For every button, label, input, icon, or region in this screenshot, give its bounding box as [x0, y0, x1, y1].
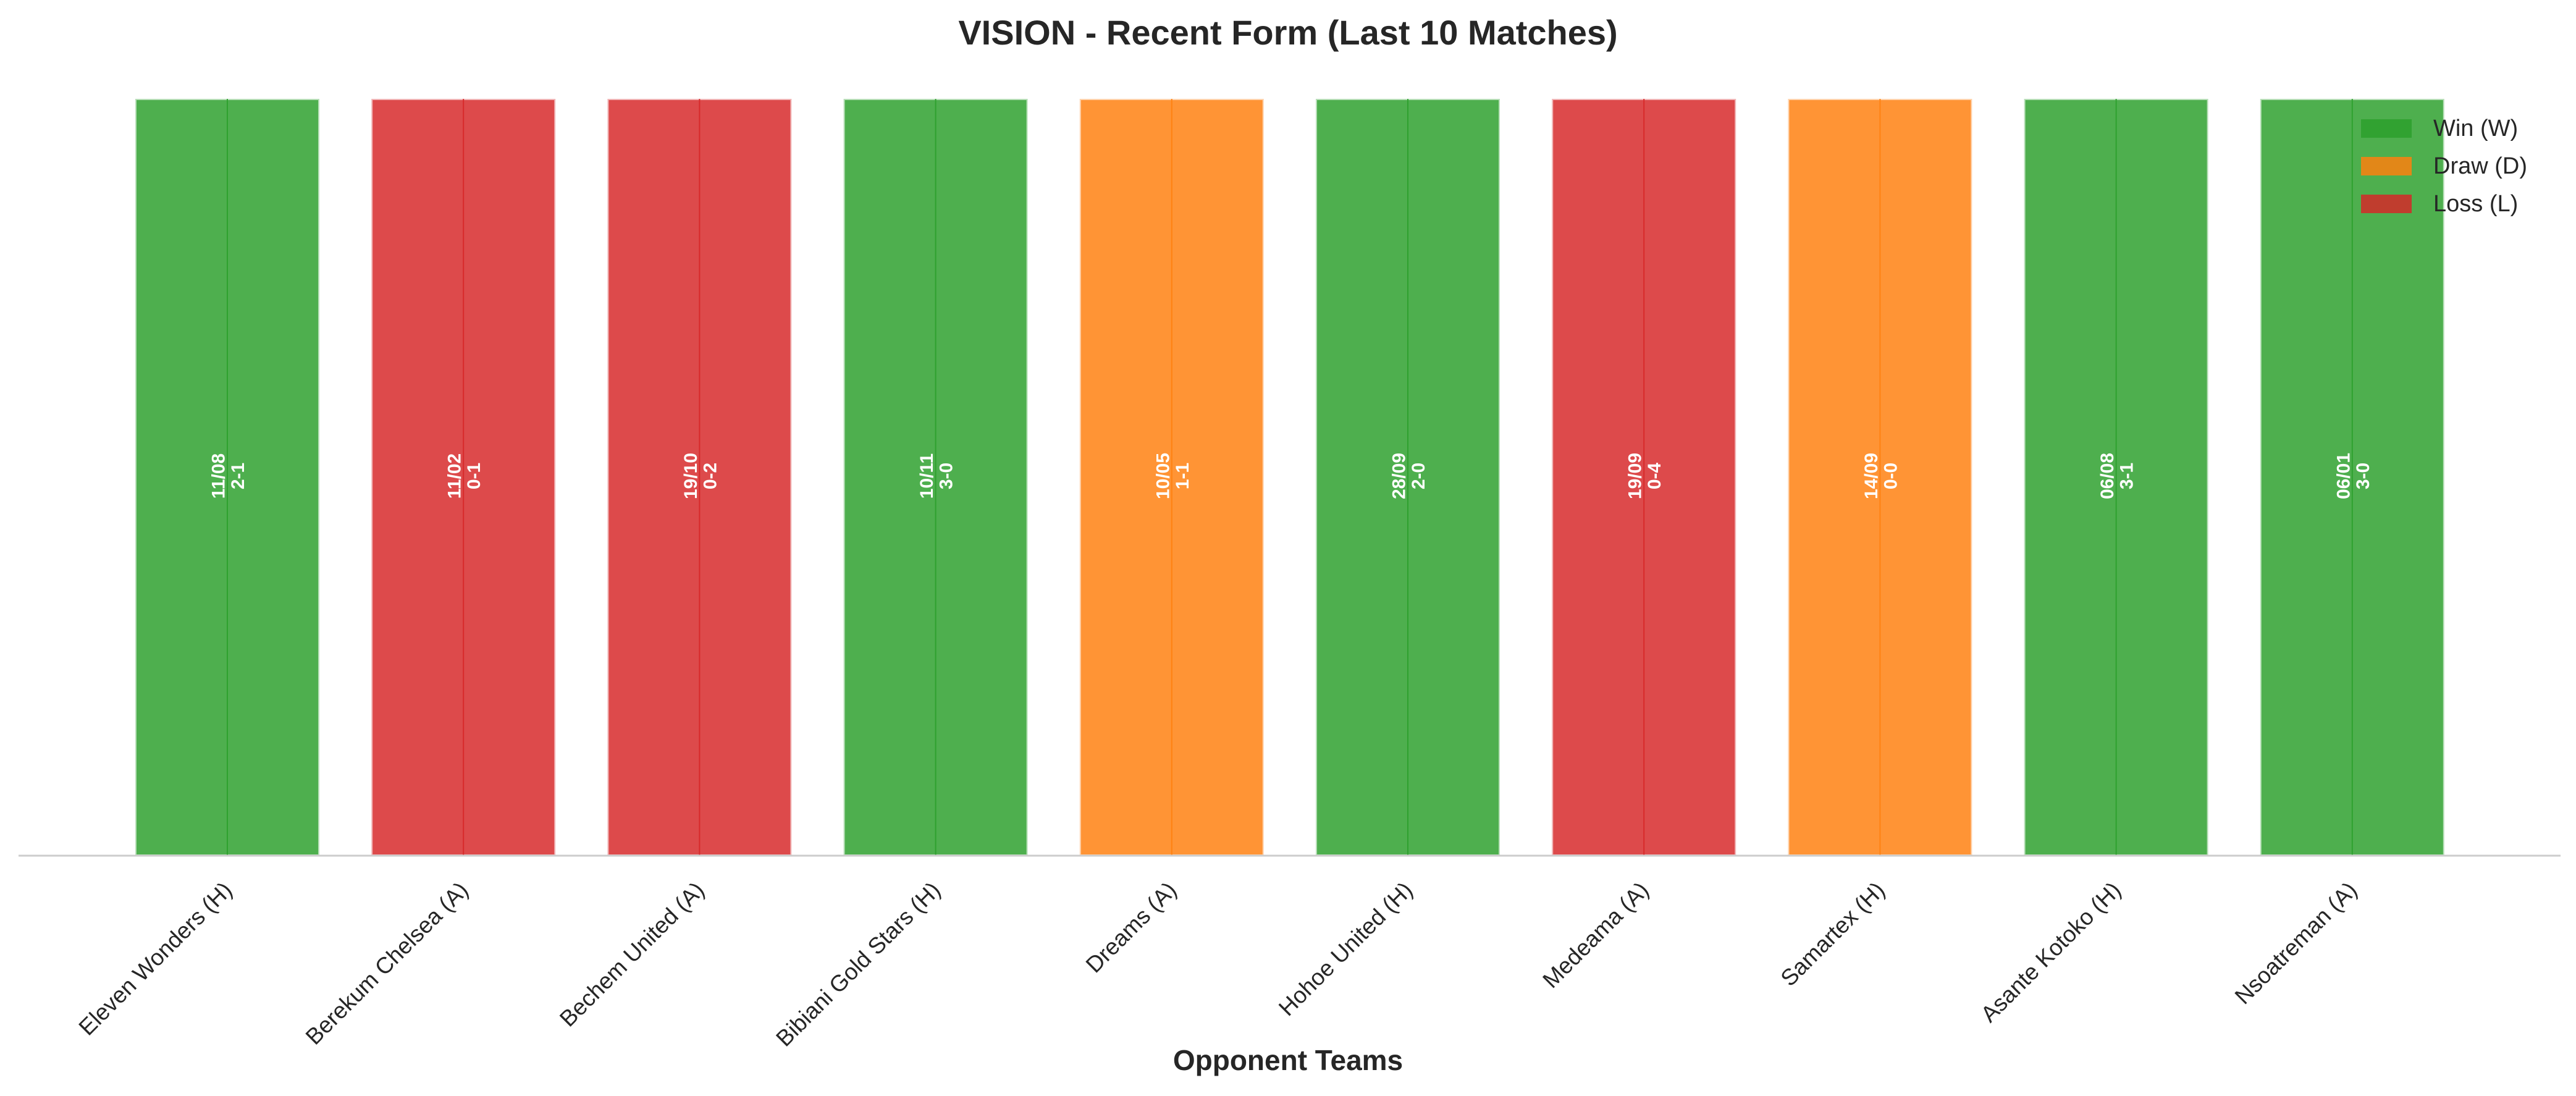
bar-data-label: 19/090-4 — [1625, 453, 1665, 499]
bar-date-label: 11/02 — [445, 453, 465, 499]
x-tick-label: Dreams (A) — [1081, 877, 1182, 978]
x-axis-label: Opponent Teams — [1173, 1044, 1403, 1076]
bar-data-label: 11/082-1 — [209, 453, 249, 499]
legend-swatch — [2361, 157, 2412, 175]
bar-data-label: 14/090-0 — [1861, 453, 1901, 499]
bar-date-label: 06/08 — [2097, 453, 2118, 499]
x-tick-label: Bechem United (A) — [555, 877, 709, 1032]
bar-score-label: 0-2 — [700, 463, 720, 489]
x-tick-label: Berekum Chelsea (A) — [301, 877, 473, 1050]
legend-label: Loss (L) — [2433, 191, 2518, 217]
bar-data-label: 10/113-0 — [917, 453, 957, 499]
bar-date-label: 19/09 — [1625, 453, 1646, 499]
bar-date-label: 19/10 — [681, 453, 701, 499]
legend: Win (W) Draw (D) Loss (L) — [2361, 116, 2527, 217]
bar-data-label: 11/020-1 — [445, 453, 485, 499]
bar-data-label: 06/083-1 — [2097, 453, 2137, 499]
bar-date-label: 11/08 — [209, 453, 229, 499]
bar-date-label: 10/05 — [1153, 453, 1173, 499]
bar-date-label: 10/11 — [917, 453, 937, 499]
bar-score-label: 0-4 — [1644, 463, 1665, 490]
bar-date-label: 14/09 — [1861, 453, 1882, 499]
legend-label: Draw (D) — [2433, 153, 2527, 179]
bars-layer: 11/082-1 11/020-1 19/100-2 10/113-0 10/051-1… — [134, 98, 2446, 857]
x-tick-labels: Eleven Wonders (H) Berekum Chelsea (A) Bec… — [74, 877, 2362, 1052]
bar-score-label: 0-0 — [1880, 463, 1901, 489]
x-tick-label: Eleven Wonders (H) — [74, 877, 237, 1040]
x-tick-label: Nsoatreman (A) — [2230, 877, 2362, 1010]
x-tick-label: Samartex (H) — [1776, 877, 1890, 992]
x-tick-label: Hohoe United (H) — [1274, 877, 1418, 1021]
bar-date-label: 28/09 — [1389, 453, 1410, 499]
legend-swatch — [2361, 119, 2412, 138]
bar-data-label: 19/100-2 — [681, 453, 721, 499]
bar-date-label: 06/01 — [2333, 453, 2354, 499]
bar-score-label: 3-1 — [2117, 463, 2137, 489]
x-tick-label: Bibiani Gold Stars (H) — [771, 877, 945, 1052]
bar-data-label: 28/092-0 — [1389, 453, 1429, 499]
bar-score-label: 1-1 — [1172, 463, 1193, 489]
legend-swatch — [2361, 195, 2412, 213]
bar-data-label: 10/051-1 — [1153, 453, 1193, 499]
bar-score-label: 2-0 — [1408, 463, 1429, 489]
legend-label: Win (W) — [2433, 116, 2518, 141]
x-tick-label: Medeama (A) — [1538, 877, 1653, 993]
chart-title: VISION - Recent Form (Last 10 Matches) — [958, 13, 1617, 52]
bar-score-label: 3-0 — [2353, 463, 2373, 489]
bar-score-label: 3-0 — [937, 463, 957, 489]
x-tick-label: Asante Kotoko (H) — [1976, 877, 2126, 1027]
bar-score-label: 2-1 — [228, 463, 248, 489]
bar-data-label: 06/013-0 — [2333, 453, 2373, 499]
bar-score-label: 0-1 — [464, 463, 484, 489]
